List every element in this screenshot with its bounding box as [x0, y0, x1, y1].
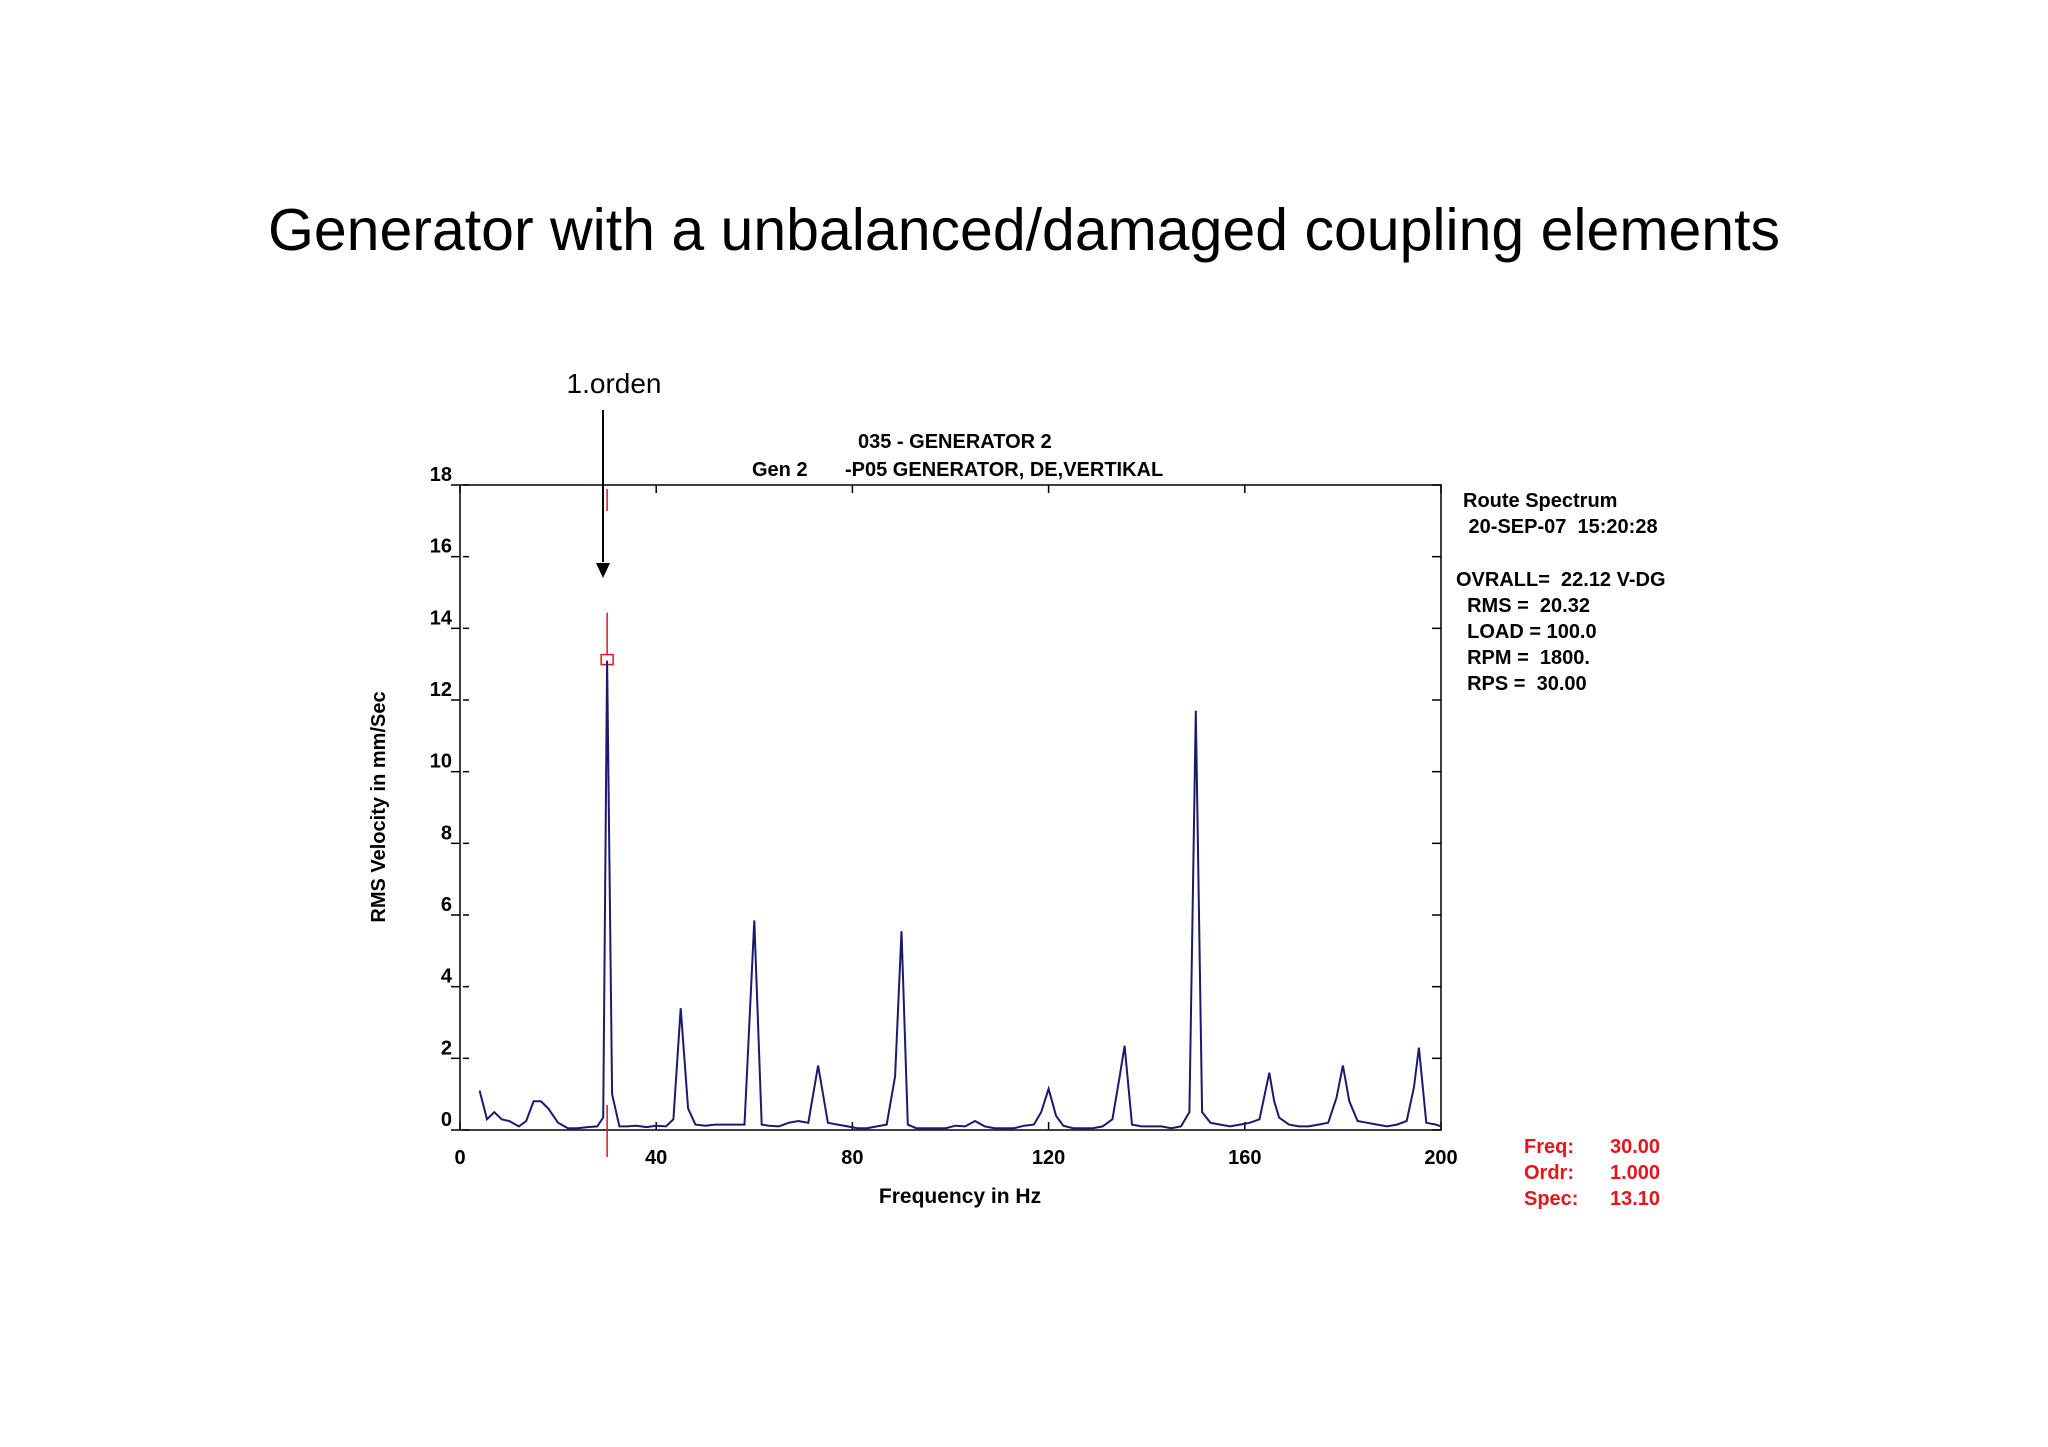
spectrum-trace — [478, 660, 1442, 1130]
chart-header-line2-right: -P05 GENERATOR, DE,VERTIKAL — [845, 459, 1163, 481]
plot-frame — [459, 484, 1442, 1131]
chart-header-line2-left: Gen 2 — [752, 459, 808, 481]
y-tick-label: 10 — [430, 751, 452, 773]
info-line: RPM = 1800. — [1456, 647, 1590, 669]
x-tick-label: 160 — [1228, 1147, 1261, 1169]
info-line: 20-SEP-07 15:20:28 — [1463, 516, 1658, 538]
info-line: Route Spectrum — [1463, 490, 1617, 512]
info-line: LOAD = 100.0 — [1456, 621, 1597, 643]
cursor-readout: Freq: 30.00 Ordr: 1.000 Spec: 13.10 — [1524, 1136, 1660, 1210]
x-axis-label: Frequency in Hz — [879, 1185, 1041, 1208]
x-tick-label: 200 — [1424, 1147, 1457, 1169]
x-tick-label: 120 — [1032, 1147, 1065, 1169]
annotation-arrow-head — [596, 563, 610, 578]
y-tick-label: 18 — [430, 464, 452, 486]
y-tick-label: 2 — [441, 1037, 452, 1059]
info-line: RPS = 30.00 — [1456, 673, 1587, 695]
y-tick-label: 14 — [430, 607, 453, 629]
annotation-label: 1.orden — [567, 368, 662, 399]
y-tick-label: 8 — [441, 822, 452, 844]
y-tick-label: 6 — [441, 894, 452, 916]
y-axis-label: RMS Velocity in mm/Sec — [368, 691, 390, 922]
x-tick-label: 0 — [454, 1147, 465, 1169]
x-tick-label: 80 — [841, 1147, 863, 1169]
info-line: RMS = 20.32 — [1456, 595, 1590, 617]
y-tick-label: 12 — [430, 679, 452, 701]
x-axis-ticks: 0 40 80 120 160 200 — [454, 485, 1458, 1169]
y-tick-label: 0 — [441, 1109, 452, 1131]
slide-title: Generator with a unbalanced/damaged coup… — [267, 197, 1781, 263]
chart-header-line1: 035 - GENERATOR 2 — [858, 431, 1052, 453]
readout-value: 30.00 — [1610, 1136, 1660, 1158]
readout-label: Ordr: — [1524, 1162, 1574, 1184]
readout-value: 13.10 — [1610, 1188, 1660, 1210]
y-tick-label: 4 — [441, 966, 453, 988]
y-axis-ticks: 0 2 4 6 8 10 12 14 16 18 — [430, 464, 1441, 1131]
x-tick-label: 40 — [645, 1147, 667, 1169]
info-line: OVRALL= 22.12 V-DG — [1456, 569, 1666, 591]
info-panel: Route Spectrum 20-SEP-07 15:20:28 OVRALL=… — [1456, 490, 1666, 695]
readout-label: Freq: — [1524, 1136, 1574, 1158]
readout-value: 1.000 — [1610, 1162, 1660, 1184]
readout-label: Spec: — [1524, 1188, 1578, 1210]
y-tick-label: 16 — [430, 536, 452, 558]
